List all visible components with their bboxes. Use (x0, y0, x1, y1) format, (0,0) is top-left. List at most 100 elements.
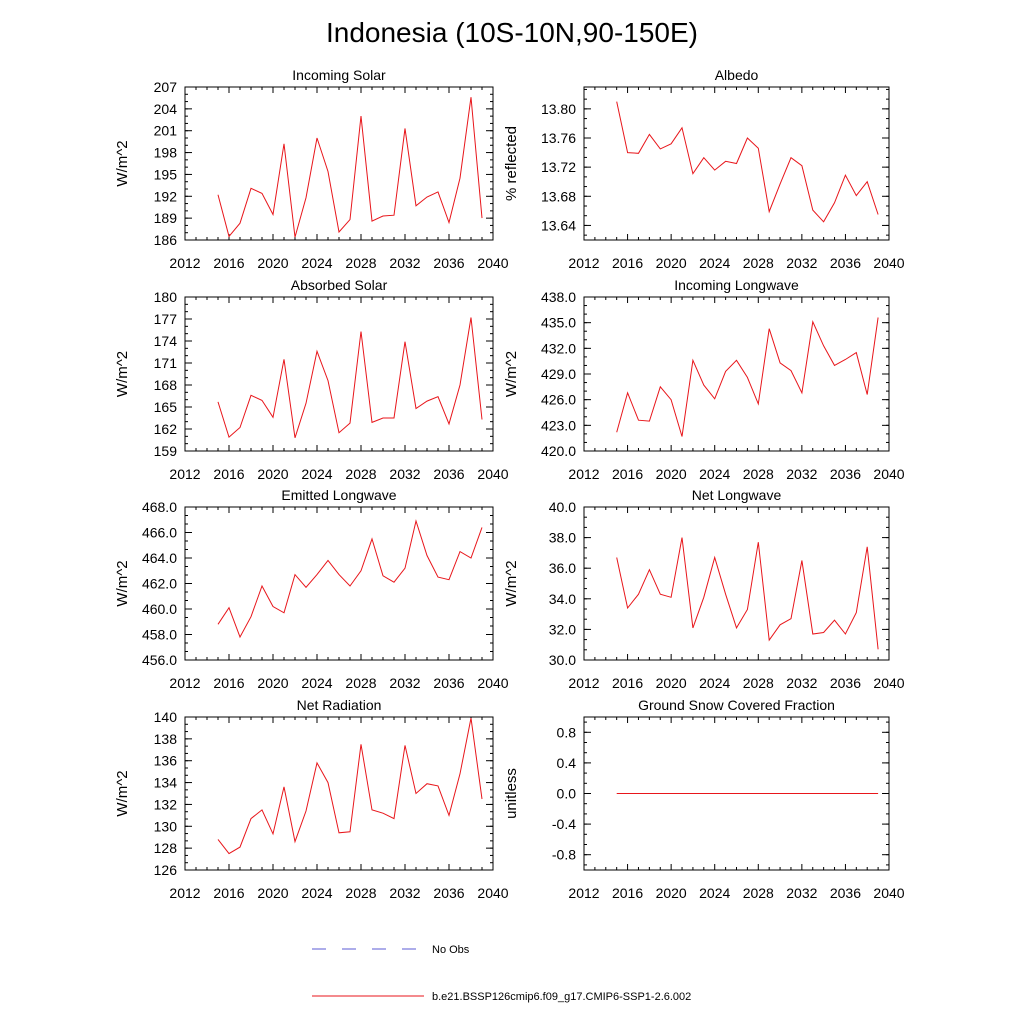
y-tick-label: 195 (154, 166, 178, 182)
x-tick-label: 2036 (433, 885, 464, 901)
y-tick-label: 438.0 (541, 289, 576, 305)
x-tick-label: 2032 (786, 466, 817, 482)
x-tick-label: 2020 (656, 255, 687, 271)
x-tick-label: 2036 (433, 255, 464, 271)
x-tick-label: 2012 (568, 466, 599, 482)
legend-model-label: b.e21.BSSP126cmip6.f09_g17.CMIP6-SSP1-2.… (432, 991, 691, 1003)
y-tick-label: 189 (154, 210, 178, 226)
y-tick-label: 140 (154, 709, 178, 725)
x-tick-label: 2024 (301, 466, 332, 482)
panel-title: Incoming Solar (292, 67, 386, 83)
y-tick-label: 207 (154, 79, 178, 95)
x-tick-label: 2036 (830, 255, 861, 271)
x-tick-label: 2032 (389, 255, 420, 271)
x-tick-label: 2020 (257, 675, 288, 691)
x-tick-label: 2028 (345, 466, 376, 482)
plot-frame (184, 506, 494, 661)
x-tick-label: 2036 (433, 675, 464, 691)
chart-panel-4: Incoming Longwave 2012 2016 2020 2024 2028 203… (503, 277, 905, 482)
x-tick-label: 2020 (656, 675, 687, 691)
y-axis-label: % reflected (503, 126, 520, 201)
y-tick-label: 165 (154, 399, 178, 415)
y-tick-label: 174 (154, 333, 178, 349)
plot-frame (184, 716, 494, 871)
x-tick-label: 2012 (169, 885, 200, 901)
x-tick-label: 2024 (301, 675, 332, 691)
y-tick-label: 13.64 (541, 217, 576, 233)
y-axis-label: W/m^2 (114, 560, 131, 606)
y-tick-label: 126 (154, 862, 178, 878)
plot-frame (184, 296, 494, 452)
x-tick-label: 2040 (477, 675, 508, 691)
x-tick-label: 2032 (786, 675, 817, 691)
y-tick-label: 201 (154, 123, 178, 139)
x-tick-label: 2032 (786, 885, 817, 901)
y-tick-label: 192 (154, 188, 178, 204)
x-tick-label: 2016 (612, 885, 643, 901)
y-tick-label: 136 (154, 753, 178, 769)
x-tick-label: 2016 (213, 675, 244, 691)
x-tick-label: 2028 (345, 255, 376, 271)
y-tick-label: 0.0 (557, 786, 577, 802)
y-tick-label: 38.0 (549, 530, 576, 546)
panel-title: Ground Snow Covered Fraction (638, 697, 835, 713)
x-tick-label: 2032 (389, 675, 420, 691)
y-tick-label: 138 (154, 731, 178, 747)
y-axis-label: W/m^2 (503, 560, 520, 606)
x-tick-label: 2028 (345, 675, 376, 691)
chart-panel-1: Incoming Solar 2012 2016 2020 2024 2028 2032 20… (114, 67, 509, 271)
chart-panels: Incoming Solar 2012 2016 2020 2024 2028 2032 20… (114, 67, 905, 901)
x-tick-label: 2012 (568, 885, 599, 901)
legend-obs-label: No Obs (432, 944, 470, 956)
y-tick-label: 32.0 (549, 621, 576, 637)
x-tick-label: 2012 (169, 675, 200, 691)
chart-panel-2: Albedo 2012 2016 2020 2024 2028 2032 2036 2040 13… (503, 67, 905, 271)
series-line (217, 317, 483, 438)
panel-title: Albedo (715, 67, 759, 83)
y-tick-label: 423.0 (541, 417, 576, 433)
y-tick-label: 426.0 (541, 392, 576, 408)
y-axis-label: W/m^2 (114, 770, 131, 816)
y-tick-label: 186 (154, 232, 178, 248)
x-tick-label: 2020 (257, 885, 288, 901)
y-axis-label: W/m^2 (114, 351, 131, 397)
y-tick-label: 0.8 (557, 724, 577, 740)
x-tick-label: 2024 (699, 466, 730, 482)
y-tick-label: 432.0 (541, 340, 576, 356)
y-tick-label: 177 (154, 311, 178, 327)
y-tick-label: 460.0 (142, 601, 177, 617)
chart-panel-3: Absorbed Solar 2012 2016 2020 2024 2028 2032 20… (114, 277, 509, 482)
series-line (616, 101, 879, 223)
x-tick-label: 2028 (743, 255, 774, 271)
figure-title: Indonesia (10S-10N,90-150E) (326, 17, 698, 48)
x-tick-label: 2036 (433, 466, 464, 482)
panel-title: Absorbed Solar (291, 277, 388, 293)
y-tick-label: 464.0 (142, 550, 177, 566)
x-tick-label: 2012 (169, 255, 200, 271)
y-tick-label: 13.80 (541, 101, 576, 117)
x-tick-label: 2040 (873, 466, 904, 482)
panel-title: Net Radiation (297, 697, 382, 713)
chart-panel-8: Ground Snow Covered Fraction 2012 2016 2020… (503, 697, 905, 901)
y-tick-label: 456.0 (142, 652, 177, 668)
x-tick-label: 2032 (389, 885, 420, 901)
y-tick-label: 198 (154, 145, 178, 161)
y-tick-label: 162 (154, 421, 178, 437)
y-tick-label: 132 (154, 796, 178, 812)
series-line (217, 718, 483, 855)
y-tick-label: 429.0 (541, 366, 576, 382)
y-tick-label: 30.0 (549, 652, 576, 668)
series-line (616, 537, 879, 650)
y-tick-label: -0.4 (552, 816, 576, 832)
y-tick-label: 130 (154, 818, 178, 834)
y-tick-label: 420.0 (541, 443, 576, 459)
x-tick-label: 2040 (477, 885, 508, 901)
x-tick-label: 2040 (873, 885, 904, 901)
y-tick-label: 40.0 (549, 499, 576, 515)
x-tick-label: 2016 (612, 466, 643, 482)
y-tick-label: 468.0 (142, 499, 177, 515)
x-tick-label: 2012 (568, 675, 599, 691)
chart-panel-7: Net Radiation 2012 2016 2020 2024 2028 2032 203… (114, 697, 509, 901)
x-tick-label: 2020 (656, 885, 687, 901)
legend: No Obs b.e21.BSSP126cmip6.f09_g17.CMIP6-… (312, 944, 691, 1003)
